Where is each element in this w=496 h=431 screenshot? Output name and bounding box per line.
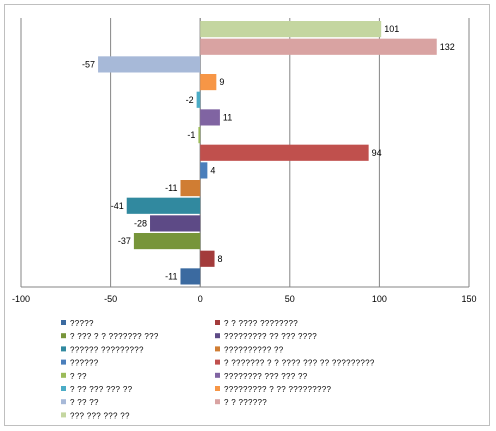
data-label: 94 <box>372 148 382 158</box>
bar <box>200 144 369 161</box>
legend-item: ? ?? <box>61 372 87 381</box>
legend-item: ??? ??? ??? ?? <box>61 411 130 420</box>
bars <box>98 21 437 285</box>
legend-item: ?????????? ?? <box>215 345 284 354</box>
legend-label: ??? ??? ??? ?? <box>70 411 130 420</box>
legend-label: ? ??? ? ? ??????? ??? <box>70 332 159 341</box>
x-tick-label: 150 <box>461 294 476 304</box>
legend: ????? ? ? ???? ???????? ? ??? ? ? ??????? … <box>61 319 375 420</box>
legend-item: ????????? ?? ??? ???? <box>215 332 317 341</box>
legend-label: ?????? ????????? <box>70 345 144 354</box>
legend-label: ? ? ???? ???????? <box>224 319 298 328</box>
legend-label: ? ??????? ? ? ???? ??? ?? ????????? <box>224 359 375 368</box>
legend-swatch <box>61 412 66 418</box>
bar <box>200 109 220 126</box>
legend-swatch <box>215 333 220 339</box>
data-label: -37 <box>118 236 131 246</box>
data-label: -1 <box>187 130 195 140</box>
legend-item: ? ?? ?? <box>61 398 99 407</box>
legend-swatch <box>61 399 66 405</box>
bar <box>126 197 201 214</box>
legend-item: ? ?? ??? ??? ?? <box>61 385 133 394</box>
legend-swatch <box>215 399 220 405</box>
legend-label: ????????? ?? ??? ???? <box>224 332 317 341</box>
legend-item: ????????? ? ?? ????????? <box>215 385 332 394</box>
chart-frame <box>4 4 490 426</box>
legend-label: ? ?? <box>70 372 87 381</box>
legend-item: ?????? <box>61 359 99 368</box>
x-tick-label: -50 <box>104 294 117 304</box>
data-label: -11 <box>165 271 177 281</box>
data-label: -57 <box>82 59 95 69</box>
data-label: 8 <box>218 254 223 264</box>
x-tick-label: 100 <box>372 294 387 304</box>
legend-label: ?????????? ?? <box>224 345 284 354</box>
legend-label: ? ?? ??? ??? ?? <box>70 385 133 394</box>
legend-swatch <box>215 372 220 378</box>
legend-item: ????? <box>61 319 94 328</box>
legend-item: ? ??????? ? ? ???? ??? ?? ????????? <box>215 359 375 368</box>
data-label: 132 <box>440 42 455 52</box>
bar <box>98 56 201 73</box>
legend-label: ? ? ?????? <box>224 398 267 407</box>
x-tick-label: 0 <box>198 294 203 304</box>
bar <box>198 127 201 144</box>
legend-swatch <box>215 346 220 352</box>
data-label: 11 <box>223 112 232 122</box>
data-label: -41 <box>111 201 124 211</box>
legend-label: ? ?? ?? <box>70 398 99 407</box>
data-label: -2 <box>186 95 194 105</box>
bar <box>133 233 201 250</box>
legend-swatch <box>61 359 66 365</box>
data-label: -28 <box>134 218 147 228</box>
bar <box>196 91 201 108</box>
legend-swatch <box>61 386 66 391</box>
x-tick-label: 50 <box>285 294 295 304</box>
legend-label: ?????? <box>70 359 99 368</box>
legend-swatch <box>215 386 220 391</box>
legend-swatch <box>61 320 66 325</box>
bar <box>200 21 382 38</box>
bar <box>200 74 217 91</box>
legend-swatch <box>215 320 220 325</box>
legend-item: ? ? ?????? <box>215 398 267 407</box>
legend-swatch <box>61 333 66 339</box>
legend-item: ? ??? ? ? ??????? ??? <box>61 332 159 341</box>
bar <box>180 268 201 285</box>
legend-label: ???????? ??? ??? ?? <box>224 372 308 381</box>
bar <box>180 180 201 197</box>
x-tick-label: -100 <box>12 294 30 304</box>
data-label: 101 <box>384 24 399 34</box>
bar <box>200 38 437 55</box>
legend-swatch <box>61 346 66 352</box>
legend-item: ? ? ???? ???????? <box>215 319 298 328</box>
bar <box>200 162 208 179</box>
data-label: 4 <box>210 165 215 175</box>
bar <box>200 250 215 267</box>
bar <box>150 215 201 232</box>
legend-item: ???????? ??? ??? ?? <box>215 372 308 381</box>
data-label: -11 <box>165 183 177 193</box>
legend-label: ????????? ? ?? ????????? <box>224 385 332 394</box>
legend-label: ????? <box>70 319 94 328</box>
legend-swatch <box>215 359 220 365</box>
data-label: 9 <box>219 77 224 87</box>
legend-swatch <box>61 372 66 378</box>
legend-item: ?????? ????????? <box>61 345 144 354</box>
